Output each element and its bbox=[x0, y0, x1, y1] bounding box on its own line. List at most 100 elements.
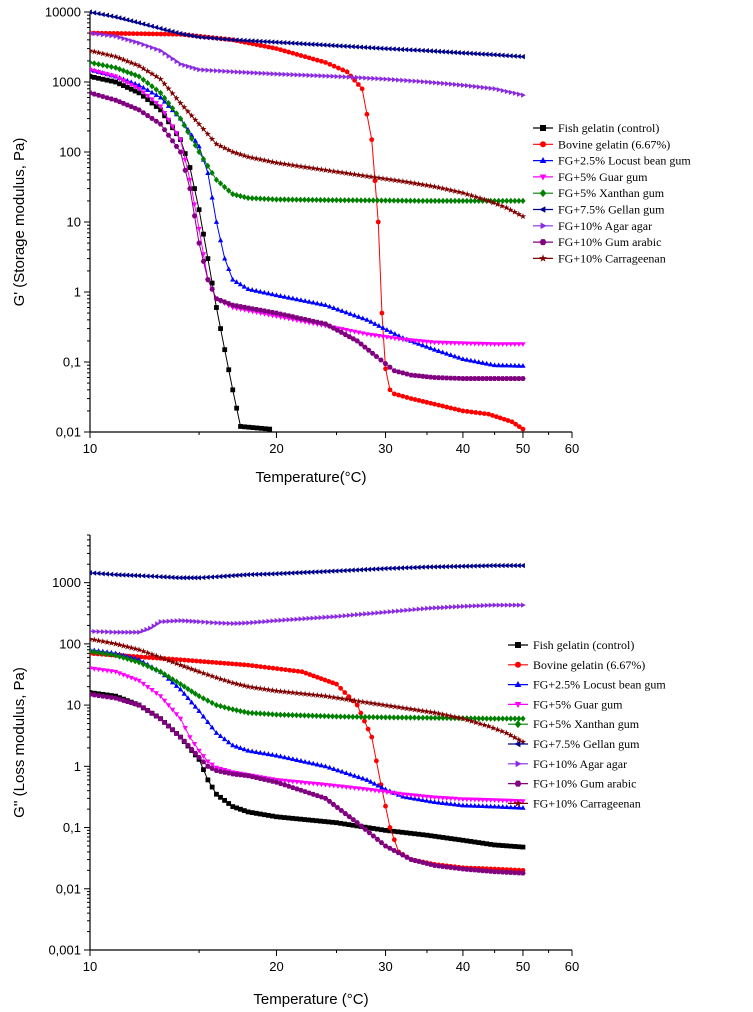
data-point bbox=[277, 311, 284, 317]
data-point bbox=[429, 79, 434, 85]
data-point bbox=[182, 167, 188, 173]
data-point bbox=[456, 50, 461, 56]
data-point bbox=[91, 91, 98, 97]
data-point bbox=[504, 197, 510, 205]
data-point bbox=[257, 195, 263, 202]
data-point bbox=[254, 663, 259, 669]
data-point bbox=[512, 844, 518, 849]
legend-label: FG+10% Agar agar bbox=[558, 219, 652, 233]
data-point bbox=[266, 44, 271, 50]
data-point bbox=[472, 376, 478, 381]
data-point bbox=[137, 629, 142, 635]
data-point bbox=[373, 354, 380, 359]
data-point bbox=[295, 668, 301, 674]
data-point bbox=[99, 571, 105, 577]
data-point bbox=[448, 796, 454, 802]
legend-item: FG+7.5% Gellan gum bbox=[508, 737, 640, 751]
data-point bbox=[192, 142, 199, 149]
data-point bbox=[371, 75, 377, 82]
data-point bbox=[378, 566, 384, 572]
data-point bbox=[293, 162, 301, 169]
data-point bbox=[157, 89, 164, 96]
data-point bbox=[140, 661, 146, 668]
data-point bbox=[246, 424, 252, 430]
data-point bbox=[237, 151, 244, 158]
data-point bbox=[128, 70, 134, 77]
data-point bbox=[273, 314, 280, 320]
data-point bbox=[404, 337, 410, 343]
data-point bbox=[161, 655, 168, 662]
data-point bbox=[132, 80, 138, 86]
data-point bbox=[368, 788, 374, 793]
data-point bbox=[483, 563, 489, 569]
data-point bbox=[189, 135, 195, 142]
data-point bbox=[249, 38, 255, 44]
data-point bbox=[379, 310, 385, 316]
data-point bbox=[431, 375, 438, 380]
x-tick-label: 20 bbox=[269, 959, 283, 974]
data-point bbox=[464, 376, 470, 381]
data-point bbox=[408, 793, 414, 798]
data-point bbox=[451, 713, 459, 720]
y-tick-label: 0,01 bbox=[56, 425, 81, 440]
data-point bbox=[337, 713, 344, 720]
legend-marker bbox=[539, 157, 547, 163]
data-point bbox=[346, 713, 352, 720]
data-point bbox=[334, 681, 339, 687]
data-point bbox=[491, 362, 498, 368]
data-point bbox=[273, 292, 280, 298]
data-point bbox=[257, 156, 264, 163]
data-point bbox=[484, 602, 490, 609]
data-point bbox=[104, 668, 110, 674]
data-point bbox=[379, 76, 385, 82]
data-point bbox=[209, 280, 215, 286]
data-point bbox=[488, 85, 494, 91]
data-point bbox=[124, 643, 131, 650]
data-point bbox=[187, 165, 193, 170]
data-point bbox=[444, 563, 449, 570]
data-point bbox=[497, 415, 503, 421]
data-point bbox=[455, 188, 463, 195]
data-point bbox=[412, 373, 418, 378]
data-point bbox=[140, 84, 146, 90]
data-point bbox=[265, 309, 272, 315]
data-point bbox=[90, 59, 93, 66]
data-point bbox=[173, 660, 180, 667]
data-point bbox=[136, 702, 142, 708]
data-point bbox=[407, 564, 413, 571]
data-point bbox=[277, 778, 284, 784]
data-point bbox=[404, 854, 410, 860]
data-point bbox=[187, 177, 193, 183]
data-point bbox=[100, 71, 106, 76]
data-point bbox=[452, 406, 458, 412]
data-point bbox=[383, 175, 391, 182]
data-point bbox=[346, 612, 352, 619]
data-point bbox=[120, 654, 127, 661]
data-point bbox=[322, 692, 329, 699]
data-point bbox=[412, 831, 417, 837]
data-point bbox=[488, 798, 494, 803]
data-point bbox=[273, 687, 280, 694]
data-point bbox=[420, 339, 426, 345]
data-point bbox=[431, 795, 438, 801]
data-point bbox=[188, 112, 195, 119]
data-point bbox=[136, 20, 141, 26]
data-point bbox=[185, 685, 191, 693]
data-point bbox=[354, 44, 359, 50]
data-point bbox=[333, 43, 339, 49]
data-point bbox=[209, 766, 215, 771]
data-point bbox=[269, 158, 276, 165]
data-point bbox=[177, 99, 184, 106]
data-point bbox=[511, 734, 518, 741]
data-point bbox=[249, 709, 255, 717]
data-point bbox=[370, 714, 376, 721]
data-point bbox=[480, 840, 486, 846]
data-point bbox=[350, 197, 356, 204]
data-point bbox=[253, 287, 259, 293]
data-point bbox=[374, 836, 381, 842]
data-point bbox=[346, 197, 352, 204]
data-point bbox=[472, 802, 478, 808]
data-point bbox=[253, 684, 260, 691]
data-point bbox=[161, 698, 168, 704]
